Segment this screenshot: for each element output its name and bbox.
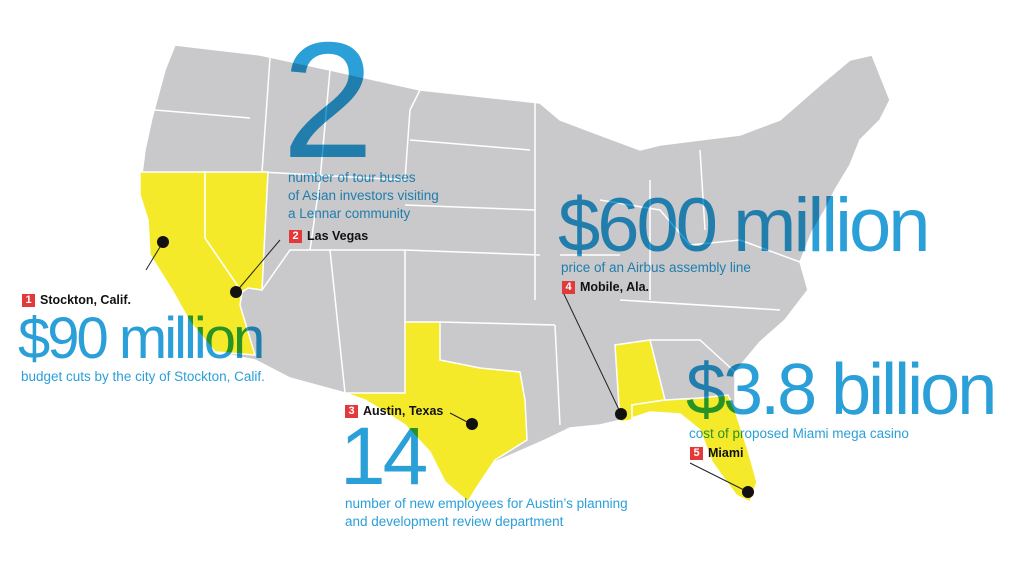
- caption-line: a Lennar community: [288, 206, 411, 221]
- highlighted-states: [139, 171, 758, 504]
- caption-tour-buses: number of tour buses of Asian investors …: [288, 169, 439, 223]
- label-mobile: 4 Mobile, Ala.: [562, 280, 649, 295]
- dot-mobile: [615, 408, 627, 420]
- caption-airbus: price of an Airbus assembly line: [561, 260, 751, 275]
- dot-miami: [742, 486, 754, 498]
- figure-budget-cuts: $90 million: [18, 306, 265, 371]
- dot-austin: [466, 418, 478, 430]
- state-texas: [344, 321, 528, 504]
- badge-4: 4: [562, 281, 575, 294]
- caption-line: number of tour buses: [288, 170, 416, 185]
- figure-casino: $3.8 billion: [686, 350, 997, 430]
- caption-line: of Asian investors visiting: [288, 188, 439, 203]
- place-name: Mobile, Ala.: [580, 280, 649, 294]
- state-florida: [631, 394, 758, 504]
- dot-las-vegas: [230, 286, 242, 298]
- badge-1: 1: [22, 294, 35, 307]
- label-austin: 3 Austin, Texas: [345, 404, 443, 419]
- state-borders: [154, 57, 801, 426]
- place-name: Miami: [708, 446, 744, 460]
- badge-3: 3: [345, 405, 358, 418]
- figure-airbus: $600 million: [558, 183, 931, 268]
- label-stockton: 1 Stockton, Calif.: [22, 293, 131, 308]
- state-nevada: [204, 171, 269, 294]
- label-miami: 5 Miami: [690, 446, 743, 461]
- figure-new-employees: 14: [340, 411, 428, 502]
- caption-line: and development review department: [345, 514, 564, 529]
- location-dots: [157, 236, 754, 498]
- leader-lines: [145, 239, 749, 493]
- place-name: Austin, Texas: [363, 404, 444, 418]
- badge-5: 5: [690, 447, 703, 460]
- place-name: Las Vegas: [307, 229, 369, 243]
- caption-line: number of new employees for Austin’s pla…: [345, 496, 628, 511]
- label-las-vegas: 2 Las Vegas: [289, 229, 368, 244]
- figure-tour-buses: 2: [282, 8, 374, 192]
- dot-stockton: [157, 236, 169, 248]
- place-name: Stockton, Calif.: [40, 293, 131, 307]
- caption-budget-cuts: budget cuts by the city of Stockton, Cal…: [21, 369, 265, 384]
- caption-casino: cost of proposed Miami mega casino: [689, 426, 909, 441]
- badge-2: 2: [289, 230, 302, 243]
- caption-new-employees: number of new employees for Austin’s pla…: [345, 495, 628, 531]
